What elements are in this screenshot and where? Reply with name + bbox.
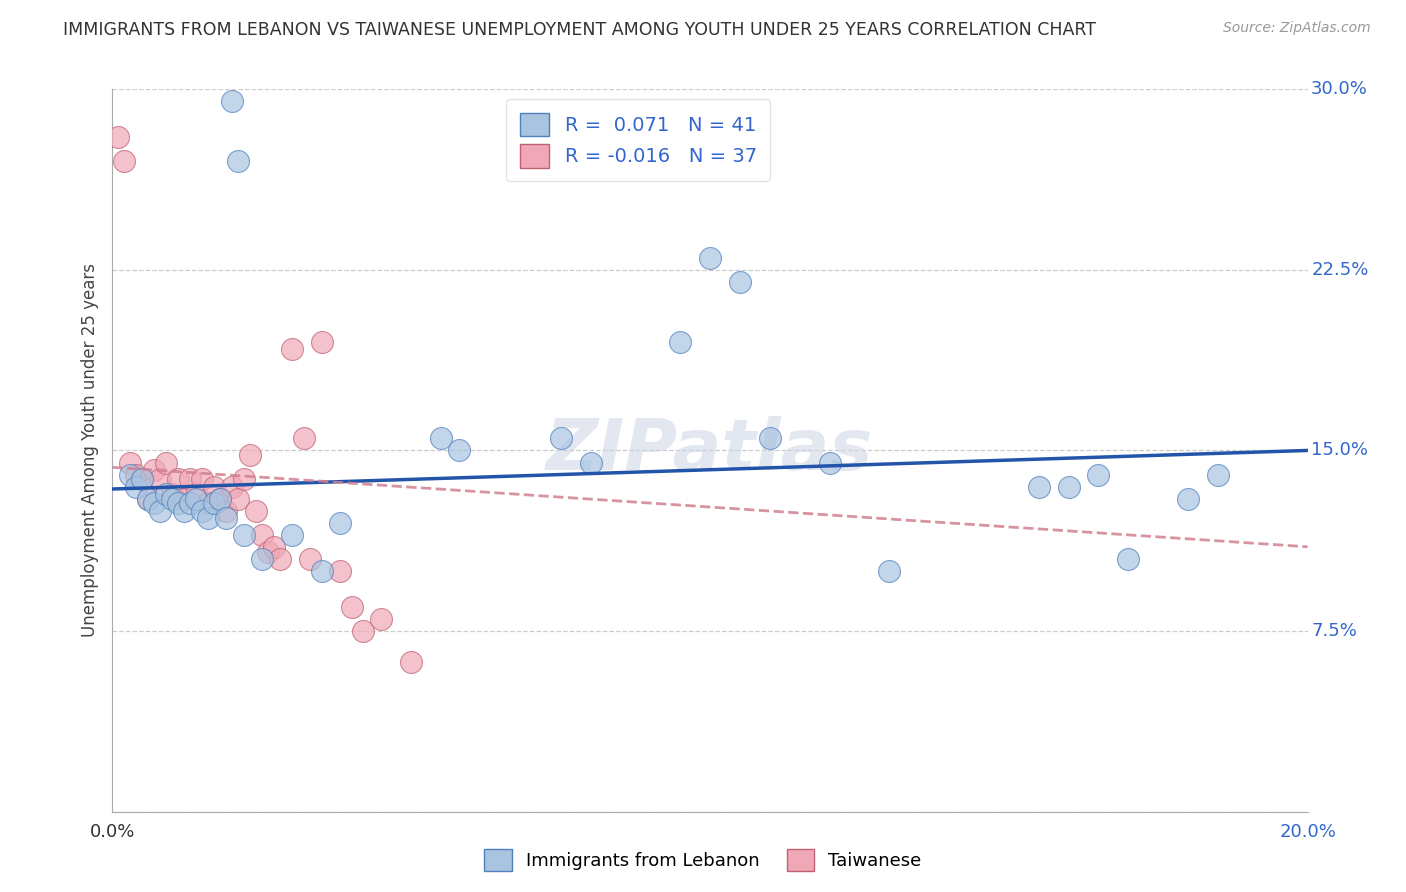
Point bbox=[550, 431, 572, 445]
Point bbox=[226, 154, 249, 169]
Text: ZIPatlas: ZIPatlas bbox=[547, 416, 873, 485]
Text: 30.0%: 30.0% bbox=[1312, 80, 1368, 98]
Text: 20.0%: 20.0% bbox=[1279, 822, 1336, 841]
Point bbox=[131, 472, 153, 486]
Point bbox=[191, 503, 214, 517]
Text: 15.0%: 15.0% bbox=[1312, 442, 1368, 459]
Point bbox=[202, 496, 225, 510]
Point bbox=[281, 343, 304, 357]
Point bbox=[669, 334, 692, 349]
Point bbox=[311, 334, 333, 349]
Point bbox=[143, 463, 166, 477]
Point bbox=[162, 487, 183, 501]
Legend: R =  0.071   N = 41, R = -0.016   N = 37: R = 0.071 N = 41, R = -0.016 N = 37 bbox=[506, 99, 770, 181]
Point bbox=[269, 551, 291, 566]
Point bbox=[114, 154, 135, 169]
Text: 7.5%: 7.5% bbox=[1312, 622, 1357, 640]
Point bbox=[329, 564, 352, 578]
Point bbox=[155, 455, 177, 469]
Point bbox=[215, 503, 238, 517]
Point bbox=[1028, 480, 1050, 494]
Point bbox=[120, 455, 142, 469]
Point bbox=[197, 496, 219, 510]
Point bbox=[215, 511, 238, 525]
Point bbox=[167, 496, 190, 510]
Point bbox=[250, 551, 273, 566]
Point bbox=[197, 511, 219, 525]
Point bbox=[186, 487, 208, 501]
Point bbox=[370, 612, 392, 626]
Point bbox=[311, 564, 333, 578]
Point bbox=[162, 491, 183, 506]
Point bbox=[818, 455, 841, 469]
Point bbox=[250, 527, 273, 541]
Point bbox=[138, 491, 160, 506]
Point bbox=[138, 491, 160, 506]
Point bbox=[728, 275, 751, 289]
Point bbox=[125, 467, 148, 482]
Point bbox=[233, 527, 256, 541]
Text: 0.0%: 0.0% bbox=[90, 822, 135, 841]
Point bbox=[430, 431, 453, 445]
Text: 22.5%: 22.5% bbox=[1312, 260, 1368, 279]
Point bbox=[239, 448, 262, 462]
Point bbox=[209, 491, 232, 506]
Point bbox=[257, 544, 280, 558]
Point bbox=[1087, 467, 1109, 482]
Point bbox=[340, 599, 363, 614]
Point bbox=[879, 564, 901, 578]
Point bbox=[179, 472, 201, 486]
Point bbox=[245, 503, 267, 517]
Point bbox=[579, 455, 602, 469]
Point bbox=[143, 496, 166, 510]
Point bbox=[329, 516, 352, 530]
Point bbox=[221, 94, 243, 108]
Text: Source: ZipAtlas.com: Source: ZipAtlas.com bbox=[1223, 21, 1371, 35]
Y-axis label: Unemployment Among Youth under 25 years: Unemployment Among Youth under 25 years bbox=[80, 263, 98, 638]
Point bbox=[226, 491, 249, 506]
Point bbox=[353, 624, 375, 639]
Point bbox=[1057, 480, 1080, 494]
Point bbox=[202, 480, 225, 494]
Point bbox=[263, 540, 285, 554]
Point bbox=[131, 472, 153, 486]
Point bbox=[401, 656, 423, 670]
Point bbox=[233, 472, 256, 486]
Point bbox=[179, 496, 201, 510]
Point bbox=[298, 551, 321, 566]
Point bbox=[699, 251, 721, 265]
Point bbox=[125, 480, 148, 494]
Point bbox=[149, 472, 172, 486]
Point bbox=[120, 467, 142, 482]
Point bbox=[281, 527, 304, 541]
Legend: Immigrants from Lebanon, Taiwanese: Immigrants from Lebanon, Taiwanese bbox=[477, 842, 929, 879]
Point bbox=[209, 491, 232, 506]
Point bbox=[1118, 551, 1140, 566]
Point bbox=[1206, 467, 1229, 482]
Point bbox=[292, 431, 315, 445]
Point bbox=[759, 431, 782, 445]
Point bbox=[149, 503, 172, 517]
Point bbox=[449, 443, 471, 458]
Point bbox=[173, 503, 195, 517]
Point bbox=[186, 491, 208, 506]
Point bbox=[191, 472, 214, 486]
Point bbox=[1177, 491, 1199, 506]
Point bbox=[167, 472, 190, 486]
Point bbox=[107, 130, 129, 145]
Point bbox=[173, 491, 195, 506]
Text: IMMIGRANTS FROM LEBANON VS TAIWANESE UNEMPLOYMENT AMONG YOUTH UNDER 25 YEARS COR: IMMIGRANTS FROM LEBANON VS TAIWANESE UNE… bbox=[63, 21, 1097, 38]
Point bbox=[155, 487, 177, 501]
Point bbox=[221, 480, 243, 494]
